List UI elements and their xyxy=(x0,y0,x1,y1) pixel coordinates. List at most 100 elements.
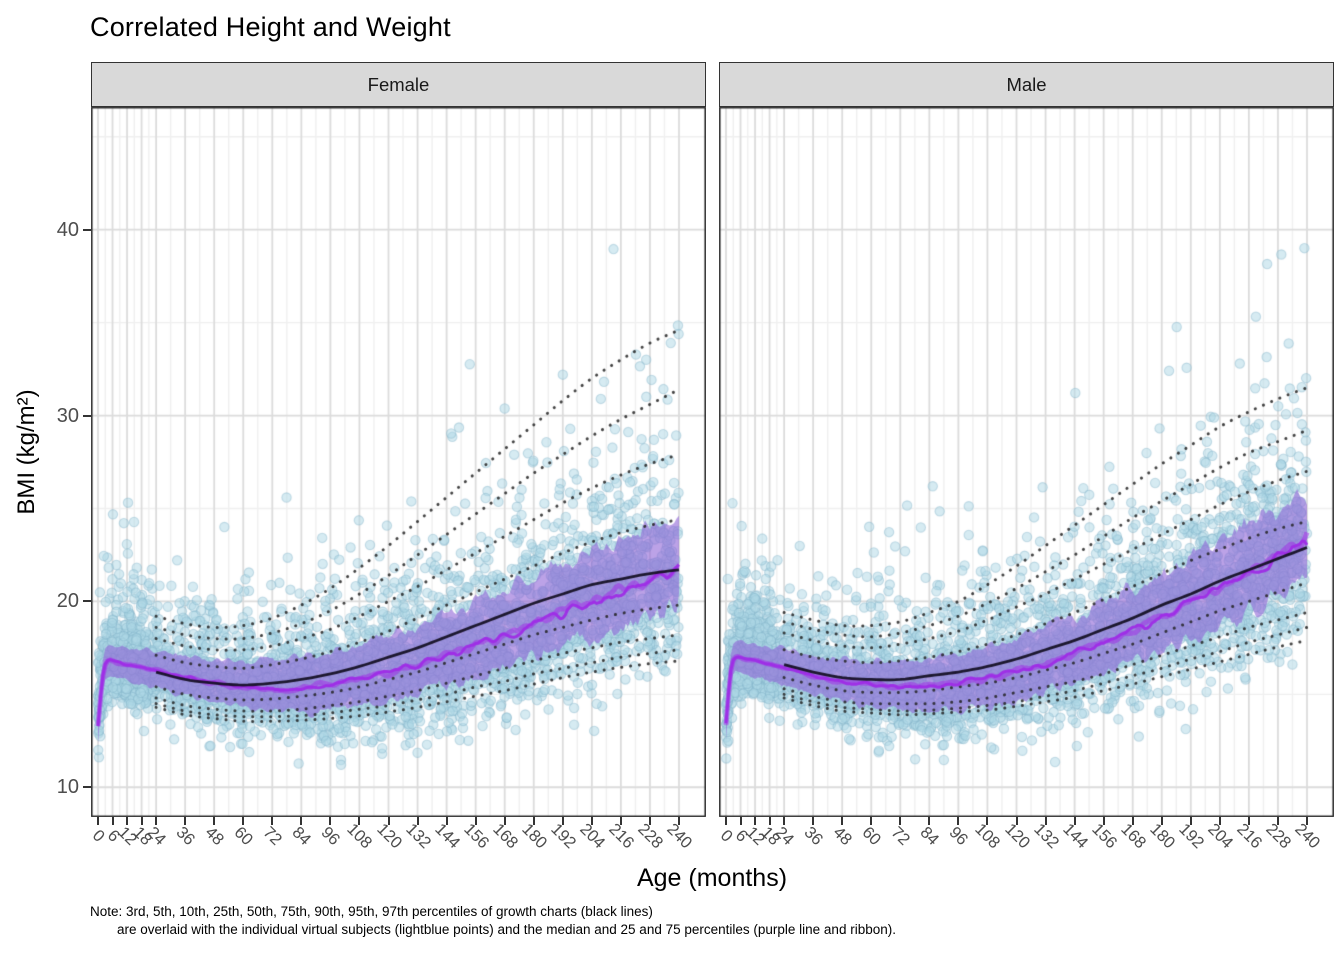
x-tick-label: 156 xyxy=(1087,820,1121,853)
x-axis-title: Age (months) xyxy=(636,864,788,892)
x-tick-label: 168 xyxy=(488,820,522,853)
x-tick-label: 192 xyxy=(547,820,580,853)
facet-strip-male: Male xyxy=(719,62,1334,107)
x-tick-mark xyxy=(358,817,361,825)
x-tick-mark xyxy=(387,817,390,825)
x-tick-mark xyxy=(957,817,960,825)
x-tick-mark xyxy=(126,817,129,825)
x-tick-mark xyxy=(928,817,931,825)
y-tick-label: 40 xyxy=(56,218,79,241)
x-tick-label: 204 xyxy=(576,820,609,853)
x-tick-mark xyxy=(1131,817,1134,825)
x-tick-label: 156 xyxy=(459,820,493,853)
y-tick-mark xyxy=(83,228,91,231)
y-tick-mark xyxy=(83,414,91,417)
x-tick-mark xyxy=(725,817,727,825)
x-tick-mark xyxy=(532,817,535,825)
plot-title: Correlated Height and Weight xyxy=(90,12,451,42)
x-tick-mark xyxy=(1276,817,1279,825)
x-tick-label: 132 xyxy=(1029,820,1062,853)
x-tick-mark xyxy=(783,817,786,825)
x-tick-mark xyxy=(1073,817,1076,825)
x-tick-mark xyxy=(97,817,99,825)
x-tick-mark xyxy=(841,817,844,825)
x-tick-mark xyxy=(590,817,593,825)
x-tick-mark xyxy=(619,817,622,825)
x-tick-mark xyxy=(739,817,742,825)
x-tick-mark xyxy=(271,817,274,825)
x-tick-mark xyxy=(155,817,158,825)
y-tick-label: 20 xyxy=(56,590,79,613)
x-tick-label: 120 xyxy=(372,820,405,853)
x-tick-mark xyxy=(213,817,216,825)
x-tick-mark xyxy=(812,817,815,825)
y-axis-title: BMI (kg/m²) xyxy=(13,389,40,515)
x-tick-mark xyxy=(300,817,303,825)
x-tick-mark xyxy=(678,817,680,825)
x-tick-mark xyxy=(986,817,989,825)
x-tick-label: 84 xyxy=(916,823,943,850)
x-tick-label: 48 xyxy=(829,823,856,850)
x-tick-label: 240 xyxy=(663,820,696,853)
x-tick-mark xyxy=(561,817,564,825)
x-tick-mark xyxy=(445,817,448,825)
x-tick-label: 96 xyxy=(317,823,344,850)
x-tick-mark xyxy=(899,817,902,825)
x-tick-mark xyxy=(1160,817,1163,825)
x-tick-label: 108 xyxy=(971,820,1004,853)
x-tick-mark xyxy=(1044,817,1047,825)
x-tick-label: 144 xyxy=(1058,820,1092,853)
x-tick-mark xyxy=(184,817,187,825)
x-tick-label: 72 xyxy=(259,823,286,850)
x-tick-mark xyxy=(1218,817,1221,825)
x-tick-mark xyxy=(474,817,477,825)
x-tick-label: 120 xyxy=(1000,820,1033,853)
panel-male xyxy=(719,107,1334,817)
x-tick-mark xyxy=(503,817,506,825)
x-tick-label: 216 xyxy=(605,820,638,853)
x-tick-label: 108 xyxy=(343,820,376,853)
x-tick-mark xyxy=(242,817,245,825)
facet-strip-female: Female xyxy=(91,62,706,107)
x-tick-label: 84 xyxy=(288,823,315,850)
x-tick-label: 192 xyxy=(1175,820,1208,853)
y-tick-mark xyxy=(83,600,91,603)
x-tick-label: 216 xyxy=(1233,820,1266,853)
x-tick-label: 36 xyxy=(800,823,827,850)
caption-note: Note: 3rd, 5th, 10th, 25th, 50th, 75th, … xyxy=(90,903,896,938)
x-tick-mark xyxy=(1015,817,1018,825)
x-tick-label: 72 xyxy=(887,823,914,850)
x-tick-label: 168 xyxy=(1116,820,1150,853)
x-tick-label: 60 xyxy=(230,823,257,850)
x-tick-mark xyxy=(754,817,757,825)
x-tick-mark xyxy=(648,817,651,825)
x-tick-mark xyxy=(870,817,873,825)
x-tick-label: 36 xyxy=(172,823,199,850)
x-tick-mark xyxy=(1102,817,1105,825)
x-tick-label: 240 xyxy=(1291,820,1324,853)
x-tick-mark xyxy=(1247,817,1250,825)
y-tick-label: 10 xyxy=(56,776,79,799)
x-tick-label: 132 xyxy=(401,820,434,853)
y-tick-label: 30 xyxy=(56,404,79,427)
x-tick-label: 144 xyxy=(430,820,464,853)
x-tick-mark xyxy=(1306,817,1308,825)
x-tick-label: 228 xyxy=(1262,820,1295,853)
x-tick-mark xyxy=(416,817,419,825)
note-line-2: are overlaid with the individual virtual… xyxy=(117,921,896,937)
x-tick-mark xyxy=(1189,817,1192,825)
note-line-1: Note: 3rd, 5th, 10th, 25th, 50th, 75th, … xyxy=(90,904,653,919)
x-tick-mark xyxy=(140,817,143,825)
x-tick-label: 228 xyxy=(634,820,667,853)
x-tick-mark xyxy=(768,817,771,825)
x-tick-mark xyxy=(329,817,332,825)
x-tick-mark xyxy=(111,817,114,825)
y-tick-mark xyxy=(83,786,91,789)
x-tick-label: 48 xyxy=(201,823,228,850)
panel-female xyxy=(91,107,706,817)
x-tick-label: 60 xyxy=(858,823,885,850)
x-tick-label: 204 xyxy=(1204,820,1237,853)
x-tick-label: 180 xyxy=(518,820,551,853)
x-tick-label: 180 xyxy=(1146,820,1179,853)
